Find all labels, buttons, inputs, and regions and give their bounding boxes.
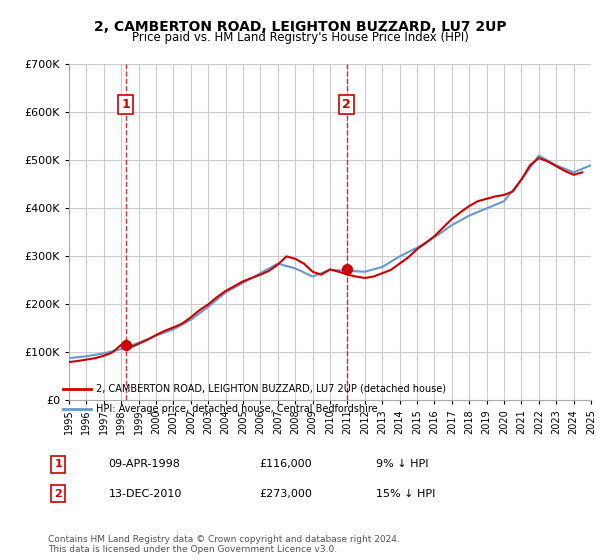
Text: 2, CAMBERTON ROAD, LEIGHTON BUZZARD, LU7 2UP: 2, CAMBERTON ROAD, LEIGHTON BUZZARD, LU7… — [94, 20, 506, 34]
Text: 2: 2 — [342, 98, 351, 111]
Text: £116,000: £116,000 — [260, 459, 313, 469]
Text: 9% ↓ HPI: 9% ↓ HPI — [376, 459, 428, 469]
Text: Price paid vs. HM Land Registry's House Price Index (HPI): Price paid vs. HM Land Registry's House … — [131, 31, 469, 44]
Text: £273,000: £273,000 — [260, 489, 313, 499]
Text: 15% ↓ HPI: 15% ↓ HPI — [376, 489, 435, 499]
Text: 2, CAMBERTON ROAD, LEIGHTON BUZZARD, LU7 2UP (detached house): 2, CAMBERTON ROAD, LEIGHTON BUZZARD, LU7… — [96, 384, 446, 394]
Text: HPI: Average price, detached house, Central Bedfordshire: HPI: Average price, detached house, Cent… — [96, 404, 377, 414]
Text: 2: 2 — [54, 489, 62, 499]
Text: 13-DEC-2010: 13-DEC-2010 — [109, 489, 182, 499]
Text: 09-APR-1998: 09-APR-1998 — [109, 459, 181, 469]
Text: Contains HM Land Registry data © Crown copyright and database right 2024.
This d: Contains HM Land Registry data © Crown c… — [48, 535, 400, 554]
Text: 1: 1 — [54, 459, 62, 469]
Text: 1: 1 — [121, 98, 130, 111]
